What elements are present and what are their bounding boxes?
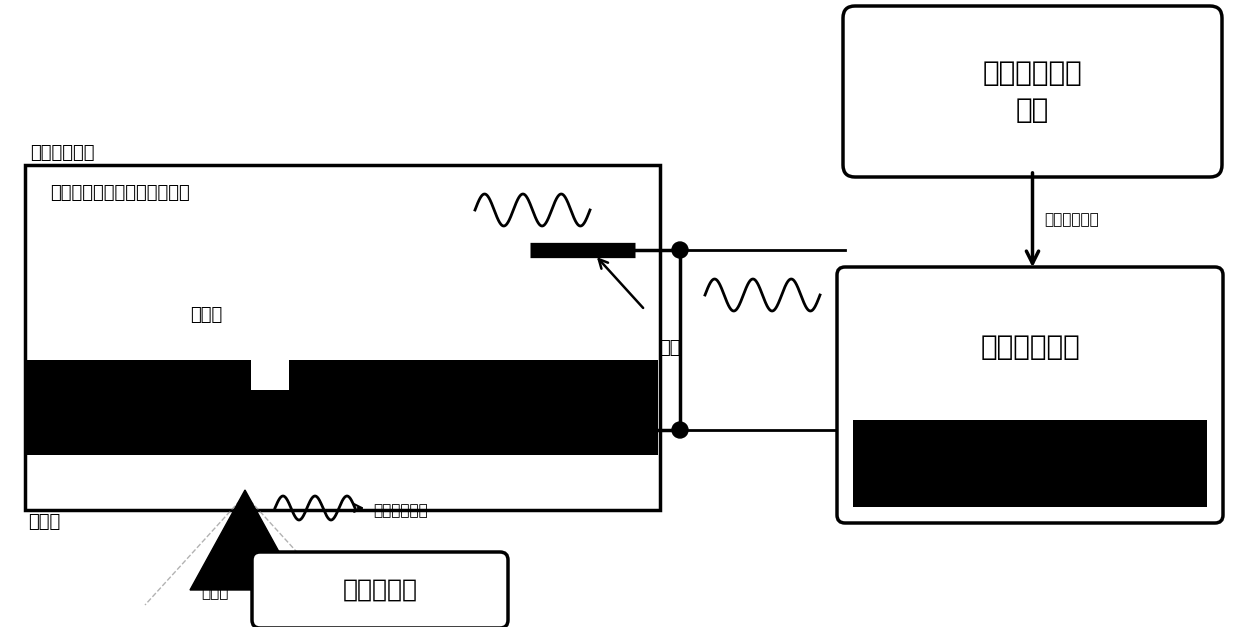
Text: 荧光检测器: 荧光检测器 [342, 578, 418, 602]
Text: 纳米孔: 纳米孔 [190, 306, 222, 324]
Polygon shape [27, 167, 658, 360]
Text: 低折射率介质（含荧光探针）: 低折射率介质（含荧光探针） [50, 184, 190, 202]
Text: 纳米孔检测池: 纳米孔检测池 [30, 144, 94, 162]
Text: 激发光: 激发光 [201, 585, 229, 600]
FancyBboxPatch shape [252, 552, 508, 627]
Text: 电极: 电极 [659, 339, 680, 357]
Polygon shape [190, 490, 300, 590]
Polygon shape [27, 360, 658, 455]
Circle shape [672, 242, 688, 258]
Polygon shape [852, 420, 1207, 507]
Text: 荧光信号输出: 荧光信号输出 [373, 503, 427, 518]
Text: 交流信号输入: 交流信号输入 [1044, 213, 1099, 228]
Text: 交流信号发生
系统: 交流信号发生 系统 [983, 59, 1083, 124]
Polygon shape [27, 455, 658, 490]
Circle shape [672, 422, 688, 438]
Polygon shape [252, 360, 289, 390]
Text: 玻璃片: 玻璃片 [28, 513, 61, 531]
FancyBboxPatch shape [838, 267, 1223, 523]
FancyBboxPatch shape [843, 6, 1222, 177]
Text: 电流放大系统: 电流放大系统 [980, 334, 1080, 362]
